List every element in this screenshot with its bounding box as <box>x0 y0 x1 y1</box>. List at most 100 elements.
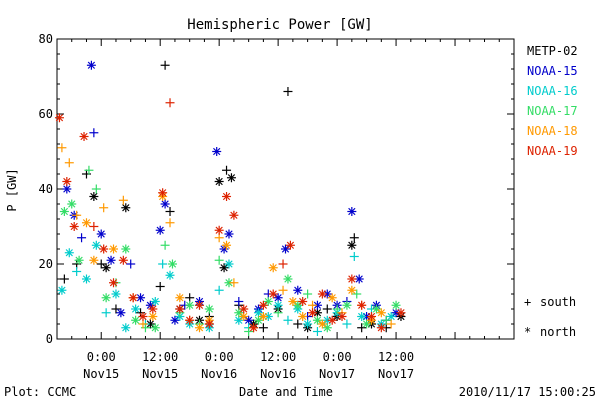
south-point <box>165 207 175 216</box>
north-point <box>59 207 69 216</box>
north-point <box>74 255 84 265</box>
south-point <box>89 222 99 231</box>
south-point <box>111 304 121 314</box>
legend-entry: METP-02 <box>527 44 578 58</box>
north-point <box>298 297 308 306</box>
north-point <box>131 315 141 325</box>
north-point <box>158 188 168 198</box>
north-point <box>136 293 146 303</box>
south-point <box>312 327 322 336</box>
legend-entry: NOAA-18 <box>527 124 578 138</box>
north-point <box>317 319 327 329</box>
south-point <box>322 304 332 314</box>
north-point <box>128 293 138 303</box>
north-point <box>263 297 273 306</box>
south-point <box>278 285 288 295</box>
north-point <box>293 285 303 295</box>
data-points <box>54 60 406 336</box>
south-point <box>72 210 82 220</box>
south-point <box>293 319 303 329</box>
north-point <box>285 240 295 250</box>
legend-entry: NOAA-19 <box>527 144 578 158</box>
marker-legend-label: north <box>540 325 576 339</box>
north-point <box>185 300 195 310</box>
south-point <box>158 259 168 269</box>
north-point <box>281 244 290 254</box>
north-point <box>138 312 148 321</box>
south-point <box>229 278 239 288</box>
north-point <box>288 297 298 306</box>
south-point <box>91 184 101 194</box>
south-point <box>342 319 352 329</box>
south-point <box>160 240 170 250</box>
y-tick-label: 0 <box>46 332 53 346</box>
north-point <box>293 300 303 310</box>
north-point <box>81 274 91 284</box>
north-point <box>195 323 205 333</box>
north-point <box>303 319 313 329</box>
north-point <box>376 308 386 318</box>
north-point <box>96 229 106 239</box>
south-point <box>89 128 99 138</box>
north-point <box>79 132 89 141</box>
south-point <box>84 165 94 175</box>
north-point <box>155 225 165 235</box>
south-point <box>81 169 91 179</box>
north-point <box>121 244 131 254</box>
marker-legend-symbol: * <box>524 325 531 339</box>
y-axis: 0 20 40 60 80 <box>39 32 514 346</box>
south-point <box>118 195 128 205</box>
x-tick-time-label: 12:00 <box>142 350 178 364</box>
south-point <box>165 218 175 228</box>
north-point <box>268 289 278 299</box>
x-tick-date-label: Nov15 <box>83 367 119 381</box>
south-point <box>57 143 67 153</box>
north-point <box>234 315 244 325</box>
north-point <box>175 304 185 314</box>
south-point <box>349 233 359 243</box>
x-tick-time-label: 0:00 <box>323 350 352 364</box>
north-point <box>229 210 239 220</box>
south-point <box>160 60 170 70</box>
north-point <box>249 323 259 333</box>
south-point <box>96 259 106 269</box>
north-point <box>86 60 96 70</box>
south-point <box>349 252 359 261</box>
north-point <box>69 222 79 231</box>
south-point <box>273 308 283 318</box>
north-point <box>131 304 141 314</box>
north-point <box>219 263 229 273</box>
north-point <box>362 319 372 329</box>
south-point <box>77 233 87 243</box>
north-point <box>89 192 99 201</box>
north-point <box>106 255 116 265</box>
south-point <box>99 203 109 213</box>
north-point <box>327 293 337 303</box>
north-point <box>167 259 177 269</box>
y-tick-label: 80 <box>39 32 53 46</box>
north-point <box>214 225 224 235</box>
footer-timestamp: 2010/11/17 15:00:25 <box>459 385 596 399</box>
y-axis-label: P [GW] <box>5 168 19 211</box>
north-point <box>253 315 263 325</box>
series-noaa-16 <box>57 240 396 336</box>
x-tick-time-label: 12:00 <box>260 350 296 364</box>
south-point <box>381 315 391 325</box>
south-point <box>72 267 82 276</box>
marker-legend-label: south <box>540 295 576 309</box>
north-point <box>170 315 180 325</box>
north-point <box>175 293 185 303</box>
north-point <box>347 274 357 284</box>
north-point <box>317 289 327 299</box>
north-point <box>150 297 160 306</box>
y-tick-label: 40 <box>39 182 53 196</box>
north-point <box>57 285 67 295</box>
south-point <box>214 285 224 295</box>
x-axis: 0:00 Nov15 12:00 Nov15 0:00 Nov16 12:00 Nov16 0:… <box>71 39 515 381</box>
north-point <box>54 113 64 123</box>
north-point <box>224 229 234 239</box>
south-point <box>357 323 367 333</box>
x-tick-date-label: Nov16 <box>201 367 237 381</box>
north-point <box>226 173 236 183</box>
legend-entry: NOAA-17 <box>527 104 578 118</box>
